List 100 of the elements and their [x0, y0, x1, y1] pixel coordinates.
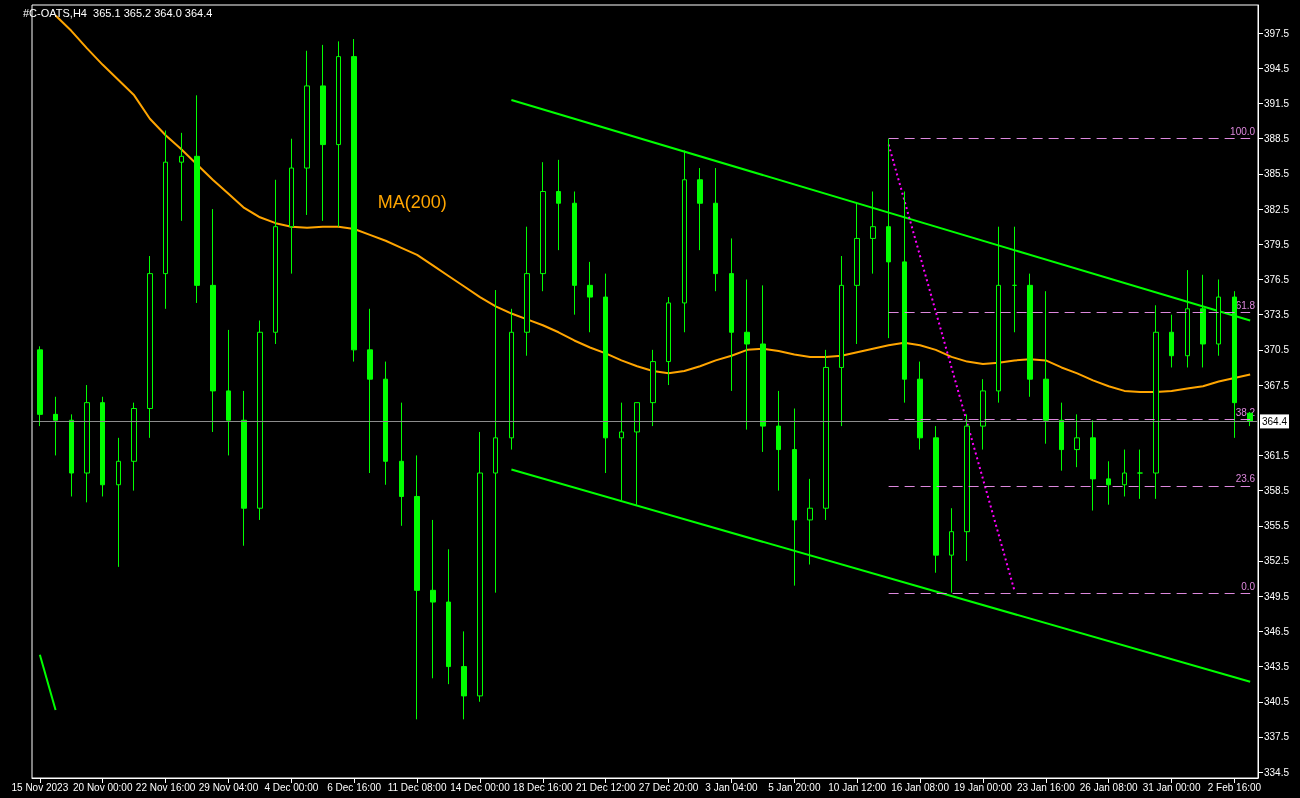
candlestick: [493, 289, 498, 594]
candlestick: [351, 38, 357, 363]
candlestick: [131, 402, 137, 492]
x-tick-label: 6 Dec 16:00: [327, 781, 382, 793]
candlestick: [587, 261, 593, 333]
y-tick-label: 391.5: [1264, 98, 1290, 110]
candlestick: [603, 273, 608, 474]
candlestick: [163, 130, 168, 310]
candlestick: [980, 378, 986, 451]
candlestick: [477, 431, 483, 703]
candlestick: [383, 361, 388, 486]
x-tick-label: 16 Jan 08:00: [891, 781, 950, 793]
y-tick-label: 337.5: [1264, 731, 1290, 743]
x-tick-label: 23 Jan 16:00: [1016, 781, 1076, 793]
candlestick: [226, 329, 231, 456]
candlestick: [147, 255, 153, 439]
y-tick-label: 373.5: [1264, 309, 1290, 321]
y-tick-label: 340.5: [1264, 696, 1290, 708]
y-tick-label: 361.5: [1264, 449, 1290, 461]
candlestick: [194, 94, 200, 304]
candlestick: [949, 507, 954, 594]
candlestick: [336, 40, 341, 228]
candlestick: [823, 349, 829, 521]
x-tick-label: 31 Jan 00:00: [1142, 781, 1201, 793]
candlestick: [744, 278, 750, 431]
x-tick-label: 18 Dec 16:00: [513, 781, 574, 793]
candlestick: [461, 630, 467, 720]
candlestick: [964, 413, 970, 562]
x-tick-label: 15 Nov 2023: [11, 781, 69, 793]
candlestick: [1090, 419, 1096, 512]
candlestick: [917, 361, 923, 451]
x-tick-label: 5 Jan 20:00: [768, 781, 821, 793]
y-tick-label: 376.5: [1264, 273, 1290, 285]
y-tick-label: 370.5: [1264, 344, 1290, 356]
series-label: MA(200): [377, 191, 447, 212]
candlestick: [524, 226, 530, 357]
x-tick-label: 2 Feb 16:00: [1207, 781, 1262, 793]
y-tick-label: 397.5: [1264, 27, 1290, 39]
candlestick: [556, 159, 561, 251]
y-tick-label: 367.5: [1264, 379, 1290, 391]
x-tick-label: 26 Jan 08:00: [1079, 781, 1139, 793]
candlestick: [367, 308, 373, 474]
x-tick-label: 3 Jan 04:00: [705, 781, 759, 793]
y-tick-label: 355.5: [1264, 520, 1290, 532]
x-tick-label: 4 Dec 00:00: [264, 781, 319, 793]
y-tick-label: 385.5: [1264, 168, 1290, 180]
candlestick: [430, 519, 436, 679]
y-tick-label: 358.5: [1264, 485, 1290, 497]
candlestick: [1043, 290, 1049, 445]
candlestick: [666, 296, 671, 386]
candlestick: [69, 413, 74, 497]
chart-title: #C-OATS,H4 365.1 365.2 364.0 364.4: [23, 6, 213, 19]
candlestick: [572, 191, 577, 316]
candlestick: [729, 237, 734, 392]
candlestick: [760, 284, 766, 453]
candlestick: [53, 396, 58, 456]
candlestick: [399, 402, 404, 527]
x-tick-label: 22 Nov 16:00: [135, 781, 196, 793]
candlestick: [1074, 413, 1080, 468]
candlestick: [713, 167, 718, 292]
candlestick: [320, 44, 326, 222]
candlestick: [37, 345, 43, 427]
y-tick-label: 352.5: [1264, 555, 1290, 567]
x-tick-label: 21 Dec 12:00: [575, 781, 636, 793]
x-tick-label: 14 Dec 00:00: [450, 781, 511, 793]
x-tick-label: 20 Nov 00:00: [72, 781, 133, 793]
candlestick: [84, 384, 90, 503]
x-tick-label: 11 Dec 08:00: [387, 781, 447, 793]
candlestick: [1027, 273, 1033, 398]
candlestick: [414, 454, 420, 720]
ref-line-label: 364.4: [1262, 415, 1288, 427]
candlestick: [257, 320, 263, 521]
y-tick-label: 382.5: [1264, 203, 1290, 215]
candlestick: [870, 191, 876, 275]
candlestick: [509, 308, 514, 451]
candlestick: [1137, 449, 1143, 500]
candlestick: [304, 50, 310, 216]
annotation: 23.6: [1235, 473, 1256, 485]
annotation: 100.0: [1230, 125, 1256, 137]
candlestick: [933, 425, 939, 574]
candlestick: [1059, 402, 1064, 472]
candlestick: [273, 179, 278, 345]
y-tick-label: 394.5: [1264, 62, 1290, 74]
x-tick-label: 29 Nov 04:00: [198, 781, 259, 793]
annotation: 0.0: [1241, 580, 1256, 592]
candlestick: [179, 132, 184, 222]
candlestick: [241, 390, 247, 547]
candlestick: [1153, 304, 1159, 500]
y-tick-label: 388.5: [1264, 133, 1290, 145]
x-tick-label: 19 Jan 00:00: [954, 781, 1013, 793]
candlestick: [1106, 460, 1111, 506]
candlestick: [100, 396, 105, 497]
y-tick-label: 334.5: [1264, 766, 1290, 778]
x-tick-label: 10 Jan 12:00: [828, 781, 887, 793]
y-tick-label: 343.5: [1264, 661, 1290, 673]
candlestick: [1122, 449, 1127, 497]
candlestick: [116, 437, 121, 568]
candlestick: [1169, 314, 1174, 368]
candlestick: [697, 167, 703, 251]
y-tick-label: 379.5: [1264, 238, 1290, 250]
